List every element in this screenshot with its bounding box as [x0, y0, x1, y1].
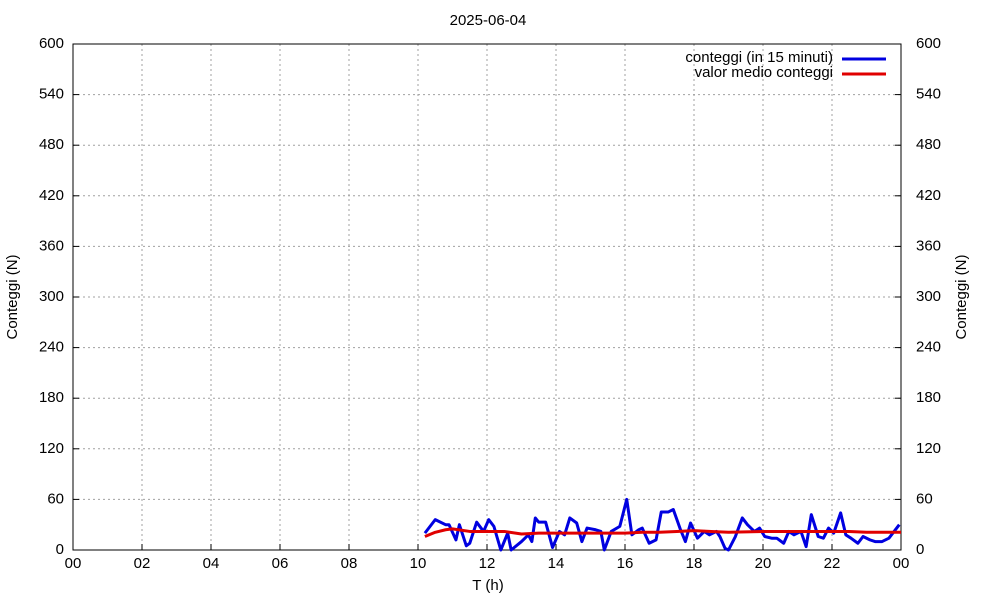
- y-tick-label: 540: [39, 86, 64, 103]
- x-tick-label: 06: [272, 555, 289, 572]
- x-tick-label: 10: [410, 555, 427, 572]
- y2-axis-label: Conteggi (N): [953, 254, 970, 339]
- y-tick-label: 360: [39, 237, 64, 254]
- chart-title: 2025-06-04: [450, 12, 527, 29]
- x-tick-label: 12: [479, 555, 496, 572]
- y-tick-label: 600: [39, 35, 64, 52]
- x-tick-label: 02: [134, 555, 151, 572]
- y2-tick-label: 480: [916, 136, 941, 153]
- y-tick-label: 180: [39, 389, 64, 406]
- y2-tick-label: 240: [916, 339, 941, 356]
- y2-tick-label: 120: [916, 440, 941, 457]
- y2-tick-label: 420: [916, 187, 941, 204]
- y-axis-label: Conteggi (N): [4, 254, 21, 339]
- x-tick-label: 00: [65, 555, 82, 572]
- x-axis-label: T (h): [472, 577, 503, 594]
- y-tick-label: 60: [47, 490, 64, 507]
- y-tick-label: 480: [39, 136, 64, 153]
- x-tick-label: 00: [893, 555, 910, 572]
- y-tick-label: 240: [39, 339, 64, 356]
- y-tick-label: 420: [39, 187, 64, 204]
- y-tick-label: 120: [39, 440, 64, 457]
- y2-tick-label: 0: [916, 541, 924, 558]
- plot-border: [72, 43, 902, 551]
- y2-tick-label: 60: [916, 490, 933, 507]
- x-tick-label: 14: [548, 555, 565, 572]
- legend-label: conteggi (in 15 minuti): [685, 49, 833, 66]
- y2-tick-label: 540: [916, 86, 941, 103]
- y2-tick-label: 180: [916, 389, 941, 406]
- y-tick-label: 0: [56, 541, 64, 558]
- x-tick-label: 04: [203, 555, 220, 572]
- y-tick-label: 300: [39, 288, 64, 305]
- y2-tick-label: 300: [916, 288, 941, 305]
- y2-tick-label: 360: [916, 237, 941, 254]
- x-tick-label: 08: [341, 555, 358, 572]
- data-line: [424, 527, 901, 538]
- x-tick-label: 18: [686, 555, 703, 572]
- x-tick-label: 20: [755, 555, 772, 572]
- y2-tick-label: 600: [916, 35, 941, 52]
- x-tick-label: 22: [824, 555, 841, 572]
- legend-label: valor medio conteggi: [695, 64, 833, 81]
- data-line: [423, 497, 901, 552]
- x-tick-label: 16: [617, 555, 634, 572]
